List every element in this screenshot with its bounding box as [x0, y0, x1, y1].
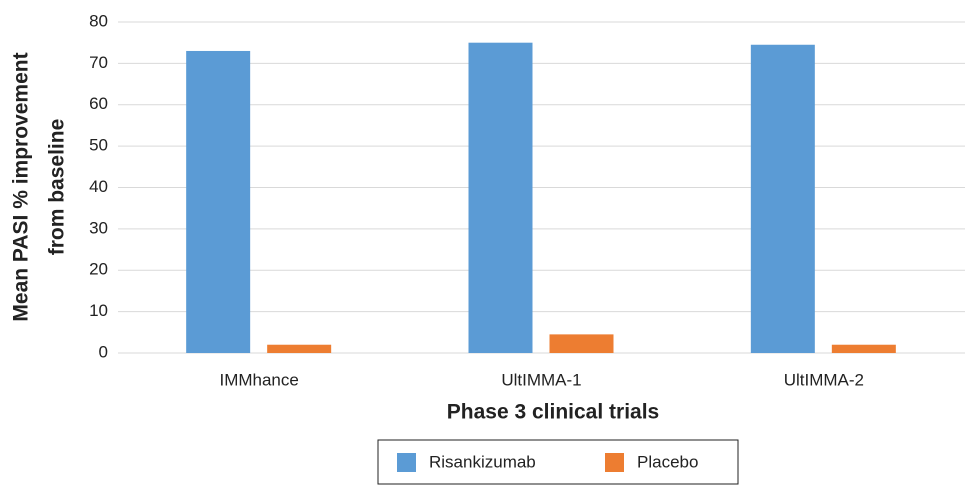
y-tick-label: 50	[89, 136, 108, 155]
bar	[750, 44, 815, 353]
y-tick-label: 40	[89, 177, 108, 196]
y-axis-title: Mean PASI % improvement	[10, 52, 33, 321]
y-tick-label: 20	[89, 260, 108, 279]
y-tick-label: 80	[89, 11, 108, 30]
x-tick-label: UltIMMA-1	[501, 370, 581, 389]
y-tick-label: 70	[89, 53, 108, 72]
y-tick-label: 0	[99, 342, 108, 361]
x-tick-label: IMMhance	[219, 370, 298, 389]
bar	[831, 344, 896, 353]
y-tick-label: 60	[89, 94, 108, 113]
x-axis-title: Phase 3 clinical trials	[447, 401, 659, 424]
bar	[549, 334, 614, 353]
legend-label: Risankizumab	[429, 452, 536, 471]
legend-label: Placebo	[637, 452, 698, 471]
legend-swatch	[605, 453, 624, 472]
y-tick-label: 30	[89, 218, 108, 237]
y-tick-label: 10	[89, 301, 108, 320]
x-tick-label: UltIMMA-2	[784, 370, 864, 389]
bar	[186, 50, 251, 354]
y-axis-title: from baseline	[46, 119, 69, 256]
legend-box	[377, 439, 739, 485]
bar	[468, 42, 533, 353]
legend-swatch	[397, 453, 416, 472]
bar	[267, 344, 332, 353]
